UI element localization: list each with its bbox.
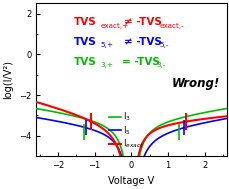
Text: exact,+: exact,+ — [101, 22, 128, 29]
Legend: I$_3$, I$_5$, I$_{exact}$: I$_3$, I$_5$, I$_{exact}$ — [108, 110, 143, 150]
Text: 3,+: 3,+ — [101, 62, 113, 68]
Text: 3,-: 3,- — [155, 62, 165, 68]
Y-axis label: log(I/V²): log(I/V²) — [3, 60, 14, 99]
Text: Wrong!: Wrong! — [171, 77, 219, 90]
Text: ≠ -TVS: ≠ -TVS — [123, 37, 161, 47]
Text: TVS: TVS — [74, 17, 97, 27]
Text: ≠ -TVS: ≠ -TVS — [123, 17, 161, 27]
Text: 5,+: 5,+ — [101, 42, 113, 48]
Text: TVS: TVS — [74, 37, 97, 47]
Text: 5,-: 5,- — [159, 42, 169, 48]
Text: exact,-: exact,- — [159, 22, 184, 29]
Text: = -TVS: = -TVS — [121, 57, 159, 67]
Text: TVS: TVS — [74, 57, 97, 67]
X-axis label: Voltage V: Voltage V — [108, 176, 154, 186]
